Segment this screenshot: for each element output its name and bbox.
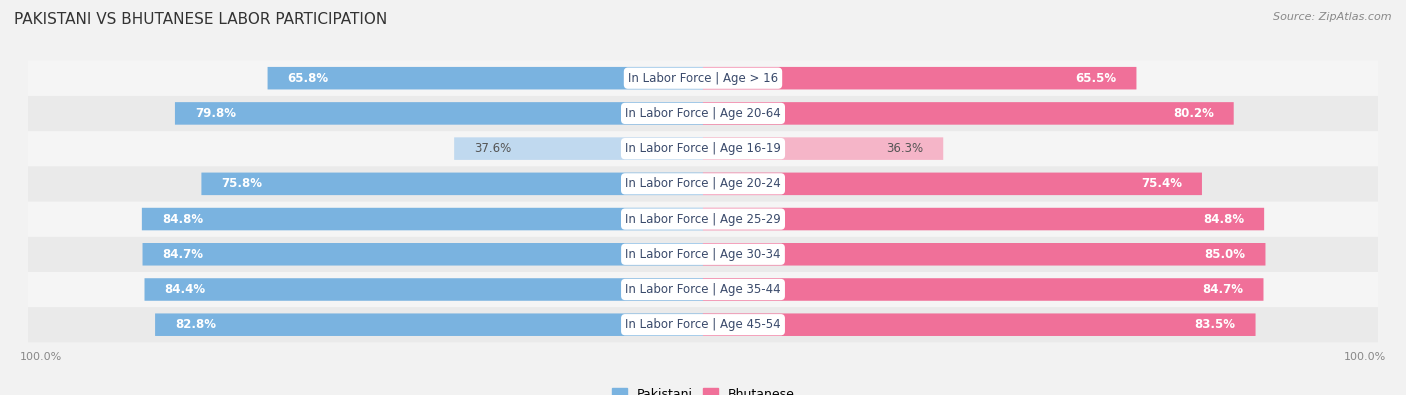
- Text: In Labor Force | Age 25-29: In Labor Force | Age 25-29: [626, 213, 780, 226]
- Text: 84.7%: 84.7%: [163, 248, 204, 261]
- FancyBboxPatch shape: [8, 237, 1398, 272]
- Text: 83.5%: 83.5%: [1195, 318, 1236, 331]
- FancyBboxPatch shape: [8, 307, 1398, 342]
- FancyBboxPatch shape: [174, 102, 703, 125]
- Text: In Labor Force | Age 20-64: In Labor Force | Age 20-64: [626, 107, 780, 120]
- FancyBboxPatch shape: [142, 243, 703, 265]
- Text: In Labor Force | Age 30-34: In Labor Force | Age 30-34: [626, 248, 780, 261]
- FancyBboxPatch shape: [8, 60, 1398, 96]
- FancyBboxPatch shape: [145, 278, 703, 301]
- FancyBboxPatch shape: [8, 201, 1398, 237]
- Text: 75.8%: 75.8%: [221, 177, 263, 190]
- Text: In Labor Force | Age 35-44: In Labor Force | Age 35-44: [626, 283, 780, 296]
- FancyBboxPatch shape: [703, 102, 1233, 125]
- Text: In Labor Force | Age 45-54: In Labor Force | Age 45-54: [626, 318, 780, 331]
- FancyBboxPatch shape: [142, 208, 703, 230]
- Text: 37.6%: 37.6%: [474, 142, 512, 155]
- Text: 36.3%: 36.3%: [886, 142, 924, 155]
- FancyBboxPatch shape: [703, 314, 1256, 336]
- Text: 79.8%: 79.8%: [195, 107, 236, 120]
- Text: 85.0%: 85.0%: [1205, 248, 1246, 261]
- Text: 84.4%: 84.4%: [165, 283, 205, 296]
- FancyBboxPatch shape: [703, 137, 943, 160]
- Text: 65.8%: 65.8%: [287, 71, 329, 85]
- Text: In Labor Force | Age 16-19: In Labor Force | Age 16-19: [626, 142, 780, 155]
- Text: In Labor Force | Age 20-24: In Labor Force | Age 20-24: [626, 177, 780, 190]
- FancyBboxPatch shape: [703, 278, 1264, 301]
- Text: 84.8%: 84.8%: [162, 213, 202, 226]
- Text: In Labor Force | Age > 16: In Labor Force | Age > 16: [628, 71, 778, 85]
- FancyBboxPatch shape: [8, 272, 1398, 307]
- FancyBboxPatch shape: [454, 137, 703, 160]
- Text: 82.8%: 82.8%: [174, 318, 217, 331]
- Legend: Pakistani, Bhutanese: Pakistani, Bhutanese: [606, 383, 800, 395]
- FancyBboxPatch shape: [8, 131, 1398, 166]
- FancyBboxPatch shape: [8, 96, 1398, 131]
- Text: 75.4%: 75.4%: [1142, 177, 1182, 190]
- Text: 84.7%: 84.7%: [1202, 283, 1243, 296]
- Text: 80.2%: 80.2%: [1173, 107, 1213, 120]
- FancyBboxPatch shape: [703, 243, 1265, 265]
- FancyBboxPatch shape: [703, 173, 1202, 195]
- FancyBboxPatch shape: [703, 208, 1264, 230]
- Text: 65.5%: 65.5%: [1076, 71, 1116, 85]
- Text: Source: ZipAtlas.com: Source: ZipAtlas.com: [1274, 12, 1392, 22]
- Text: PAKISTANI VS BHUTANESE LABOR PARTICIPATION: PAKISTANI VS BHUTANESE LABOR PARTICIPATI…: [14, 12, 387, 27]
- FancyBboxPatch shape: [8, 166, 1398, 201]
- FancyBboxPatch shape: [703, 67, 1136, 89]
- FancyBboxPatch shape: [201, 173, 703, 195]
- FancyBboxPatch shape: [267, 67, 703, 89]
- FancyBboxPatch shape: [155, 314, 703, 336]
- Text: 84.8%: 84.8%: [1204, 213, 1244, 226]
